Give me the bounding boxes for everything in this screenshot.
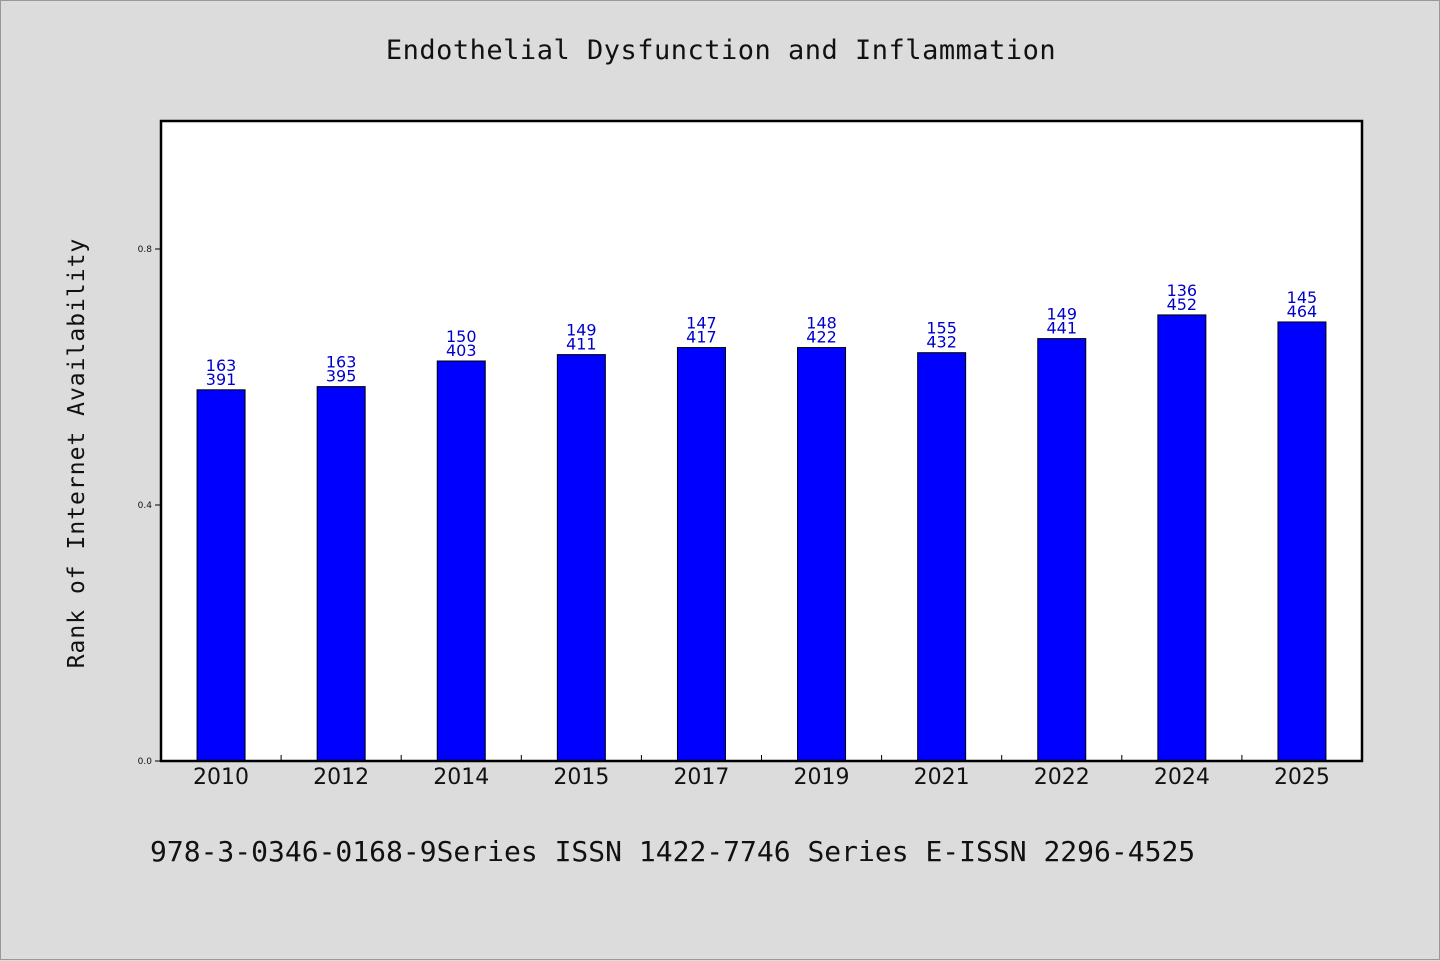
data-label-upper: 149 xyxy=(1046,305,1077,324)
y-axis-label: Rank of Internet Availability xyxy=(64,237,90,669)
bar xyxy=(797,347,847,762)
data-label-lower: 464 xyxy=(1287,302,1318,321)
bar xyxy=(1037,338,1087,762)
data-label-upper: 148 xyxy=(806,314,837,333)
x-tick-label: 2017 xyxy=(673,765,729,790)
data-label-upper: 163 xyxy=(326,353,357,372)
data-label-upper: 136 xyxy=(1167,281,1198,300)
y-tick-label: 0.4 xyxy=(138,501,153,511)
bar xyxy=(196,389,246,762)
x-tick-label: 2025 xyxy=(1274,765,1330,790)
chart-title: Endothelial Dysfunction and Inflammation xyxy=(385,35,1057,66)
bar xyxy=(436,360,486,762)
data-label-upper: 147 xyxy=(686,314,717,333)
data-label-lower: 417 xyxy=(686,328,717,347)
x-tick-label: 2021 xyxy=(914,765,970,790)
data-label-upper: 155 xyxy=(926,319,957,338)
footer-isbn-issn: 978-3-0346-0168-9Series ISSN 1422-7746 S… xyxy=(150,835,1196,868)
x-tick-label: 2014 xyxy=(433,765,489,790)
bar xyxy=(676,347,726,762)
data-label-upper: 150 xyxy=(446,327,477,346)
data-label-lower: 403 xyxy=(446,341,477,360)
x-tick-label: 2015 xyxy=(553,765,609,790)
x-tick-label: 2024 xyxy=(1154,765,1210,790)
plot-border xyxy=(159,119,1364,763)
x-tick-label: 2022 xyxy=(1034,765,1090,790)
data-label-lower: 422 xyxy=(806,328,837,347)
data-label-lower: 452 xyxy=(1167,295,1198,314)
bar xyxy=(917,352,967,762)
y-tick-label: 0.8 xyxy=(138,245,153,255)
bar xyxy=(316,386,366,762)
bar xyxy=(556,354,606,762)
data-label-lower: 411 xyxy=(566,335,597,354)
data-label-lower: 391 xyxy=(206,370,237,389)
data-label-upper: 149 xyxy=(566,321,597,340)
x-tick-label: 2019 xyxy=(794,765,850,790)
bar xyxy=(1157,314,1207,762)
x-tick-label: 2012 xyxy=(313,765,369,790)
data-label-upper: 163 xyxy=(206,356,237,375)
x-tick-label: 2010 xyxy=(193,765,249,790)
data-label-lower: 441 xyxy=(1046,319,1077,338)
y-tick-label: 0.0 xyxy=(138,757,153,767)
data-label-upper: 145 xyxy=(1287,288,1318,307)
bar xyxy=(1277,321,1327,762)
data-label-lower: 432 xyxy=(926,333,957,352)
data-label-lower: 395 xyxy=(326,367,357,386)
